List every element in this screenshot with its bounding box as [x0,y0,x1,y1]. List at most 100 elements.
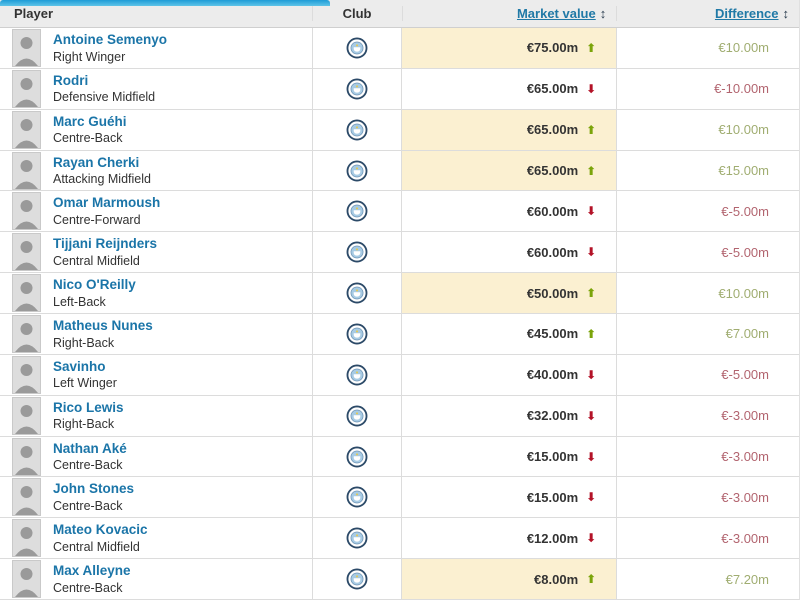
player-position: Right Winger [53,49,126,64]
player-name-link[interactable]: Omar Marmoush [53,195,161,211]
table-row: Marc Guéhi Centre-Back €65.00m ⬆ €10.00m [0,109,799,151]
difference-value: €10.00m [718,40,769,56]
market-value-sort-link[interactable]: Market value [516,6,596,21]
table-body: Antoine Semenyo Right Winger €75.00m ⬆ €… [0,28,799,600]
player-name-link[interactable]: Rayan Cherki [53,154,140,170]
player-photo[interactable] [12,437,41,476]
player-name-link[interactable]: Mateo Kovacic [53,522,148,538]
table-row: Tijjani Reijnders Central Midfield €60.0… [0,232,799,274]
club-badge-manchester-city-icon[interactable] [346,527,368,549]
table-row: Matheus Nunes Right-Back €45.00m ⬆ €7.00… [0,314,799,355]
difference-value: €-3.00m [721,530,769,546]
player-photo[interactable] [12,110,41,149]
player-info: Max Alleyne Centre-Back [53,563,131,595]
player-name-link[interactable]: Savinho [53,358,106,374]
player-name-link[interactable]: Matheus Nunes [53,318,153,333]
sort-icon[interactable]: ↕ [599,6,607,21]
club-cell [311,273,403,314]
active-tab-indicator[interactable] [0,0,330,6]
difference-value: €-10.00m [714,81,769,97]
player-position: Left Winger [53,376,117,391]
player-name-link[interactable]: Max Alleyne [53,563,131,579]
player-cell: John Stones Centre-Back [0,477,312,517]
difference-cell: €-3.00m [616,395,799,436]
difference-sort-link[interactable]: Difference [714,6,779,21]
club-badge-manchester-city-icon[interactable] [346,37,368,59]
player-photo[interactable] [12,28,41,67]
trend-down-arrow-icon: ⬇ [586,490,597,505]
player-name-link[interactable]: Marc Guéhi [53,113,127,129]
difference-cell: €-5.00m [616,232,799,273]
player-photo[interactable] [12,151,41,190]
difference-cell: €7.00m [616,314,799,354]
market-value-cell: €15.00m ⬇ [402,437,616,477]
difference-cell: €10.00m [616,273,799,314]
player-info: Tijjani Reijnders Central Midfield [53,236,157,268]
person-silhouette-icon [13,275,40,312]
player-cell: Marc Guéhi Centre-Back [0,110,312,150]
club-badge-manchester-city-icon[interactable] [346,78,368,100]
difference-cell: €15.00m [616,150,799,191]
club-badge-manchester-city-icon[interactable] [346,364,368,386]
player-photo[interactable] [12,519,41,558]
club-badge-manchester-city-icon[interactable] [346,323,368,345]
table-row: Savinho Left Winger €40.00m ⬇ €-5.00m [0,354,799,396]
club-badge-manchester-city-icon[interactable] [346,241,368,263]
player-info: Antoine Semenyo Right Winger [53,32,167,64]
trend-up-arrow-icon: ⬆ [586,286,597,301]
table-row: Rico Lewis Right-Back €32.00m ⬇ €-3.00m [0,395,799,437]
player-photo[interactable] [12,314,41,353]
sort-icon[interactable]: ↕ [782,6,790,21]
player-cell: Matheus Nunes Right-Back [0,314,312,354]
trend-up-arrow-icon: ⬆ [586,163,597,178]
player-name-link[interactable]: Tijjani Reijnders [53,236,158,252]
difference-cell: €10.00m [616,28,799,68]
table-row: Nathan Aké Centre-Back €15.00m ⬇ €-3.00m [0,436,799,478]
person-silhouette-icon [13,315,40,352]
player-photo[interactable] [12,233,41,272]
trend-down-arrow-icon: ⬇ [586,245,597,260]
player-position: Central Midfield [53,539,140,554]
player-photo[interactable] [12,396,41,435]
club-badge-manchester-city-icon[interactable] [346,160,368,182]
column-header-club[interactable]: Club [311,6,403,21]
market-value-cell: €65.00m ⬆ [402,109,617,150]
player-name-link[interactable]: Nathan Aké [53,440,127,456]
market-value: €50.00m [526,285,579,301]
club-badge-manchester-city-icon[interactable] [346,486,368,508]
player-photo[interactable] [12,274,41,313]
player-info: Rayan Cherki Attacking Midfield [53,155,151,187]
trend-down-arrow-icon: ⬇ [586,408,597,423]
player-info: Marc Guéhi Centre-Back [53,114,127,146]
column-header-player[interactable]: Player [14,6,54,21]
player-position: Defensive Midfield [53,90,156,105]
person-silhouette-icon [13,561,40,598]
person-silhouette-icon [13,29,40,66]
player-name-link[interactable]: Antoine Semenyo [53,31,168,47]
club-badge-manchester-city-icon[interactable] [346,119,368,141]
player-photo[interactable] [12,192,41,231]
club-badge-manchester-city-icon[interactable] [346,200,368,222]
player-photo[interactable] [12,69,41,108]
player-cell: Max Alleyne Centre-Back [0,559,312,599]
player-info: Nathan Aké Centre-Back [53,441,127,473]
player-photo[interactable] [12,355,41,394]
player-photo[interactable] [12,478,41,517]
player-photo[interactable] [12,560,41,599]
club-cell [311,109,403,150]
club-badge-manchester-city-icon[interactable] [346,568,368,590]
club-badge-manchester-city-icon[interactable] [346,405,368,427]
market-value-cell: €32.00m ⬇ [402,396,616,436]
player-name-link[interactable]: Rodri [53,72,89,88]
column-header-difference[interactable]: Difference ↕ [616,6,799,21]
difference-value: €-3.00m [721,449,769,465]
table-row: Rodri Defensive Midfield €65.00m ⬇ €-10.… [0,68,799,110]
player-name-link[interactable]: Rico Lewis [53,399,124,415]
difference-value: €-5.00m [721,367,769,383]
club-badge-manchester-city-icon[interactable] [346,282,368,304]
column-header-market-value[interactable]: Market value ↕ [403,6,617,21]
player-name-link[interactable]: Nico O'Reilly [53,277,136,293]
player-name-link[interactable]: John Stones [53,481,135,497]
club-badge-manchester-city-icon[interactable] [346,446,368,468]
market-value-cell: €50.00m ⬆ [402,273,617,314]
